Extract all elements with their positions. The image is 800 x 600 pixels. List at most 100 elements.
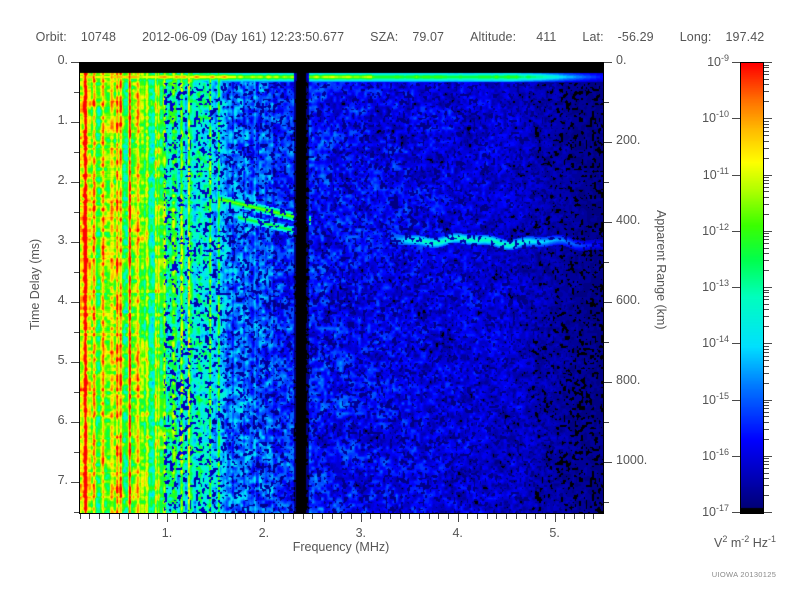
y-axis-left-minor-tick bbox=[74, 452, 79, 453]
sza-value: 79.07 bbox=[412, 30, 445, 44]
colorbar-minor-tick bbox=[764, 64, 769, 66]
y-axis-left-tick-label: 3. bbox=[57, 233, 68, 247]
y-axis-left-tick-label: 7. bbox=[57, 473, 68, 487]
x-axis-minor-tick bbox=[516, 514, 517, 519]
colorbar-major-tick bbox=[732, 62, 740, 63]
x-axis-minor-tick bbox=[322, 514, 323, 519]
x-axis-minor-tick bbox=[99, 514, 100, 519]
y-axis-right-minor-tick bbox=[604, 502, 609, 504]
colorbar-minor-tick bbox=[764, 411, 769, 413]
x-axis-minor-tick bbox=[429, 514, 430, 519]
colorbar-minor-tick bbox=[764, 438, 769, 440]
colorbar-minor-tick bbox=[764, 402, 769, 404]
x-axis-minor-tick bbox=[390, 514, 391, 519]
colorbar-minor-tick bbox=[764, 120, 769, 122]
colorbar-major-tick-right bbox=[764, 455, 772, 457]
colorbar-major-tick-right bbox=[764, 174, 772, 176]
x-axis-minor-tick bbox=[225, 514, 226, 519]
colorbar-minor-tick bbox=[764, 316, 769, 318]
colorbar-tick-label: 10-14 bbox=[702, 334, 729, 351]
lat-value: -56.29 bbox=[617, 30, 654, 44]
colorbar-tick-label: 10-17 bbox=[702, 503, 729, 520]
y-axis-left-tick-label: 1. bbox=[57, 113, 68, 127]
colorbar-minor-tick bbox=[764, 186, 769, 188]
colorbar-major-tick-right bbox=[764, 287, 772, 288]
y-axis-left-minor-tick bbox=[74, 92, 79, 93]
colorbar-tick-label: 10-15 bbox=[702, 390, 729, 407]
colorbar-major-tick bbox=[732, 174, 740, 176]
colorbar-minor-tick bbox=[764, 458, 769, 460]
x-axis-minor-tick bbox=[535, 514, 536, 519]
x-axis-minor-tick bbox=[419, 514, 420, 519]
long-value: 197.42 bbox=[725, 30, 765, 44]
y-axis-right-minor-tick bbox=[604, 182, 609, 184]
colorbar-minor-tick bbox=[764, 213, 769, 215]
y-axis-right-tick-label: 200. bbox=[616, 133, 641, 148]
colorbar-minor-tick bbox=[764, 355, 769, 357]
x-axis-minor-tick bbox=[245, 514, 246, 519]
y-axis-left-tick-label: 6. bbox=[57, 413, 68, 427]
colorbar-minor-tick bbox=[764, 360, 769, 362]
y-axis-right-tick-label: 1000. bbox=[616, 453, 648, 468]
x-axis-minor-tick bbox=[312, 514, 313, 519]
y-axis-right-major-tick bbox=[604, 462, 612, 464]
x-axis-minor-tick bbox=[119, 514, 120, 519]
colorbar-major-tick-right bbox=[764, 399, 772, 401]
colorbar-major-tick-right bbox=[764, 512, 772, 513]
x-axis-minor-tick bbox=[380, 514, 381, 519]
colorbar-minor-tick bbox=[764, 157, 769, 159]
x-axis-tick-label: 4. bbox=[452, 526, 463, 540]
colorbar-minor-tick bbox=[764, 416, 769, 418]
x-axis-minor-tick bbox=[196, 514, 197, 519]
x-axis-tick-label: 3. bbox=[355, 526, 367, 540]
colorbar-minor-tick bbox=[764, 123, 769, 125]
colorbar-minor-tick bbox=[764, 130, 769, 132]
colorbar-minor-tick bbox=[764, 243, 769, 245]
y-axis-left-major-tick bbox=[71, 242, 79, 243]
colorbar-minor-tick bbox=[764, 365, 769, 367]
x-axis-minor-tick bbox=[157, 514, 158, 519]
y-axis-right-title: Apparent Range (km) bbox=[654, 210, 668, 330]
x-axis-tick-label: 2. bbox=[258, 526, 270, 540]
colorbar-minor-tick bbox=[764, 428, 769, 430]
y-axis-right-tick-label: 800. bbox=[616, 373, 641, 388]
x-axis-minor-tick bbox=[487, 514, 488, 519]
colorbar-minor-tick bbox=[764, 408, 769, 410]
x-axis-major-tick bbox=[263, 514, 265, 522]
colorbar-minor-tick bbox=[764, 239, 769, 241]
x-axis-minor-tick bbox=[545, 514, 546, 519]
x-axis-major-tick bbox=[554, 514, 556, 522]
colorbar-minor-tick bbox=[764, 404, 769, 406]
y-axis-right-minor-tick bbox=[604, 102, 609, 104]
orbit-label: Orbit: bbox=[35, 30, 67, 44]
colorbar-minor-tick bbox=[764, 147, 769, 149]
x-axis-tick-label: 1. bbox=[161, 526, 173, 540]
colorbar-minor-tick bbox=[764, 84, 769, 86]
colorbar-minor-tick bbox=[764, 295, 769, 297]
x-axis-minor-tick bbox=[477, 514, 478, 519]
y-axis-right-tick-label: 0. bbox=[616, 53, 627, 67]
colorbar-tick-label: 10-10 bbox=[702, 109, 729, 126]
y-axis-left-major-tick bbox=[71, 362, 79, 363]
colorbar-minor-tick bbox=[764, 326, 769, 328]
lat-label: Lat: bbox=[582, 30, 604, 44]
y-axis-left-minor-tick bbox=[74, 332, 79, 333]
colorbar-minor-tick bbox=[764, 183, 769, 185]
colorbar-major-tick-right bbox=[764, 230, 772, 232]
colorbar-minor-tick bbox=[764, 126, 769, 128]
y-axis-right-minor-tick bbox=[604, 422, 609, 424]
spectrogram-canvas bbox=[80, 63, 603, 513]
colorbar-minor-tick bbox=[764, 253, 769, 255]
colorbar-minor-tick bbox=[764, 135, 769, 137]
colorbar-minor-tick bbox=[764, 289, 769, 291]
x-axis-minor-tick bbox=[526, 514, 527, 519]
x-axis-minor-tick bbox=[293, 514, 294, 519]
sza-label: SZA: bbox=[370, 30, 399, 44]
spectrogram-plot-area bbox=[79, 62, 604, 514]
x-axis-minor-tick bbox=[80, 514, 81, 519]
x-axis-minor-tick bbox=[89, 514, 90, 519]
y-axis-right-minor-tick bbox=[604, 262, 609, 264]
x-axis-minor-tick bbox=[593, 514, 594, 519]
colorbar-minor-tick bbox=[764, 472, 769, 474]
x-axis-minor-tick bbox=[206, 514, 207, 519]
